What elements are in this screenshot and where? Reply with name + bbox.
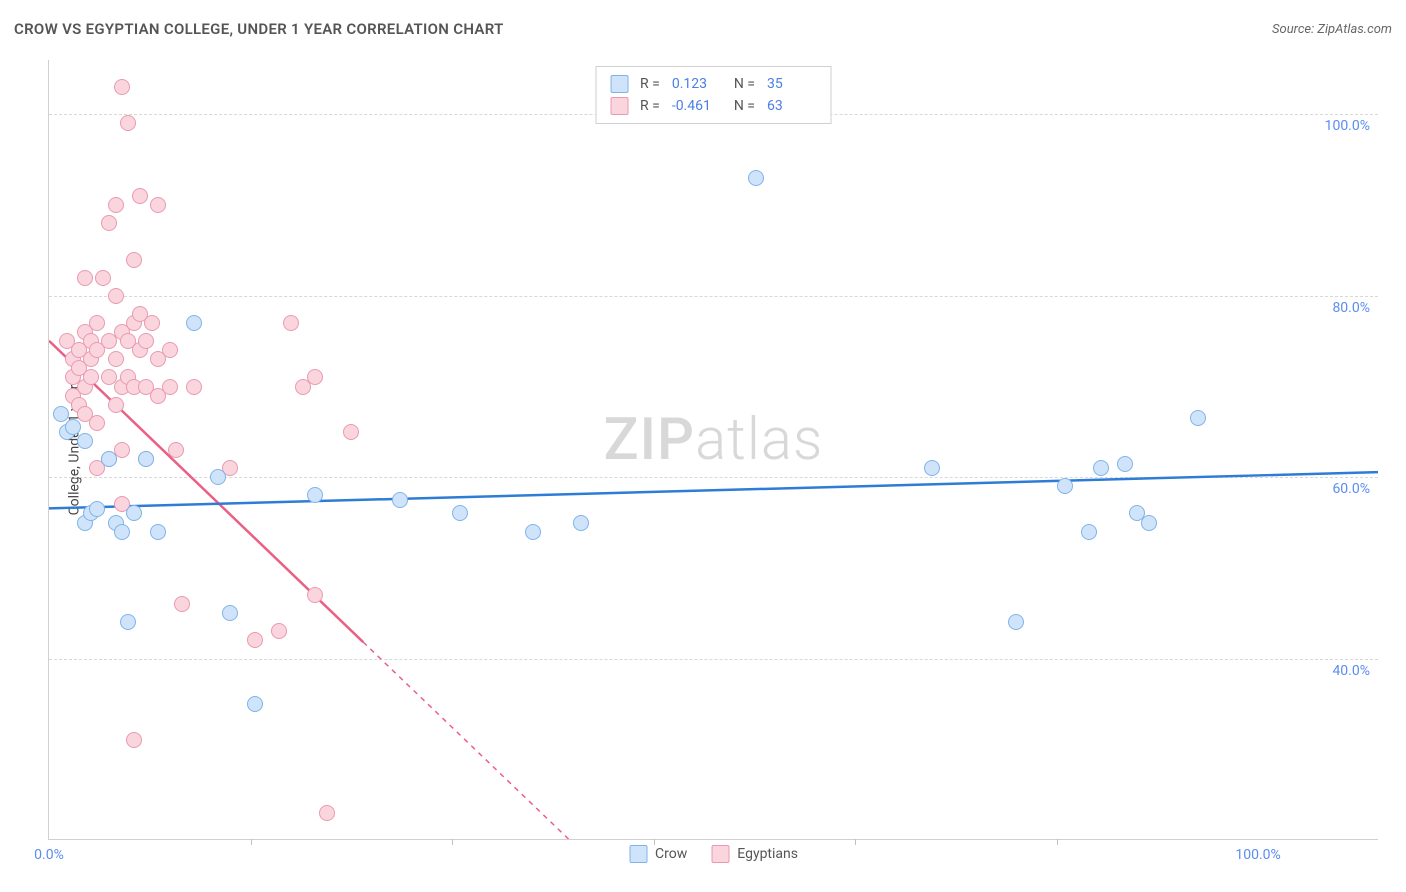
x-tick-mark <box>855 839 856 845</box>
data-point-egyptians <box>108 288 124 304</box>
data-point-crow <box>1141 515 1157 531</box>
data-point-crow <box>138 451 154 467</box>
legend-label-egyptians: Egyptians <box>737 846 798 862</box>
data-point-egyptians <box>162 342 178 358</box>
data-point-crow <box>126 505 142 521</box>
r-value-egyptians: -0.461 <box>672 98 722 114</box>
data-point-crow <box>924 460 940 476</box>
data-point-egyptians <box>168 442 184 458</box>
data-point-crow <box>114 524 130 540</box>
source-label: Source: ZipAtlas.com <box>1272 22 1392 37</box>
data-point-crow <box>392 492 408 508</box>
data-point-egyptians <box>108 351 124 367</box>
data-point-crow <box>1057 478 1073 494</box>
data-point-crow <box>1117 456 1133 472</box>
data-point-egyptians <box>174 596 190 612</box>
series-legend: Crow Egyptians <box>629 845 798 863</box>
data-point-egyptians <box>89 415 105 431</box>
r-value-crow: 0.123 <box>672 76 722 92</box>
data-point-egyptians <box>83 369 99 385</box>
data-point-crow <box>525 524 541 540</box>
legend-item-crow: Crow <box>629 845 687 863</box>
watermark: ZIPatlas <box>604 405 824 473</box>
x-tick-label: 100.0% <box>1235 847 1280 863</box>
data-point-crow <box>77 433 93 449</box>
data-point-crow <box>452 505 468 521</box>
y-tick-label: 80.0% <box>1332 300 1370 316</box>
data-point-egyptians <box>283 315 299 331</box>
data-point-egyptians <box>307 369 323 385</box>
data-point-egyptians <box>108 397 124 413</box>
gridline-horizontal <box>49 296 1378 297</box>
data-point-egyptians <box>132 188 148 204</box>
data-point-crow <box>53 406 69 422</box>
data-point-crow <box>120 614 136 630</box>
y-tick-label: 100.0% <box>1325 118 1370 134</box>
data-point-egyptians <box>162 379 178 395</box>
data-point-crow <box>89 501 105 517</box>
x-tick-mark <box>452 839 453 845</box>
data-point-egyptians <box>126 732 142 748</box>
data-point-crow <box>1008 614 1024 630</box>
data-point-crow <box>150 524 166 540</box>
legend-item-egyptians: Egyptians <box>711 845 798 863</box>
legend-row-crow: R = 0.123 N = 35 <box>610 73 817 95</box>
legend-label-crow: Crow <box>655 846 687 862</box>
data-point-egyptians <box>319 805 335 821</box>
data-point-egyptians <box>120 115 136 131</box>
data-point-egyptians <box>186 379 202 395</box>
data-point-egyptians <box>343 424 359 440</box>
x-tick-mark <box>1057 839 1058 845</box>
n-value-crow: 35 <box>767 76 817 92</box>
data-point-crow <box>1190 410 1206 426</box>
data-point-crow <box>65 419 81 435</box>
data-point-crow <box>222 605 238 621</box>
gridline-horizontal <box>49 659 1378 660</box>
data-point-egyptians <box>77 270 93 286</box>
data-point-crow <box>210 469 226 485</box>
data-point-crow <box>748 170 764 186</box>
chart-title: CROW VS EGYPTIAN COLLEGE, UNDER 1 YEAR C… <box>14 20 504 38</box>
chart-plot-area: College, Under 1 year ZIPatlas 40.0%60.0… <box>48 60 1378 840</box>
gridline-horizontal <box>49 477 1378 478</box>
data-point-egyptians <box>114 79 130 95</box>
y-tick-label: 60.0% <box>1332 481 1370 497</box>
correlation-legend: R = 0.123 N = 35 R = -0.461 N = 63 <box>595 66 832 124</box>
data-point-crow <box>101 451 117 467</box>
data-point-egyptians <box>101 215 117 231</box>
data-point-egyptians <box>150 197 166 213</box>
data-point-egyptians <box>89 315 105 331</box>
legend-row-egyptians: R = -0.461 N = 63 <box>610 95 817 117</box>
data-point-crow <box>573 515 589 531</box>
data-point-crow <box>186 315 202 331</box>
data-point-crow <box>247 696 263 712</box>
swatch-egyptians-icon <box>711 845 729 863</box>
data-point-egyptians <box>247 632 263 648</box>
y-tick-label: 40.0% <box>1332 663 1370 679</box>
data-point-egyptians <box>307 587 323 603</box>
x-tick-mark <box>251 839 252 845</box>
data-point-egyptians <box>271 623 287 639</box>
swatch-crow-icon <box>629 845 647 863</box>
data-point-crow <box>1081 524 1097 540</box>
data-point-egyptians <box>138 333 154 349</box>
data-point-egyptians <box>126 252 142 268</box>
x-tick-label: 0.0% <box>34 847 64 863</box>
data-point-crow <box>307 487 323 503</box>
data-point-egyptians <box>95 270 111 286</box>
data-point-egyptians <box>144 315 160 331</box>
n-value-egyptians: 63 <box>767 98 817 114</box>
swatch-crow <box>610 75 628 93</box>
data-point-crow <box>1093 460 1109 476</box>
swatch-egyptians <box>610 97 628 115</box>
trend-lines <box>49 60 1378 839</box>
data-point-egyptians <box>108 197 124 213</box>
